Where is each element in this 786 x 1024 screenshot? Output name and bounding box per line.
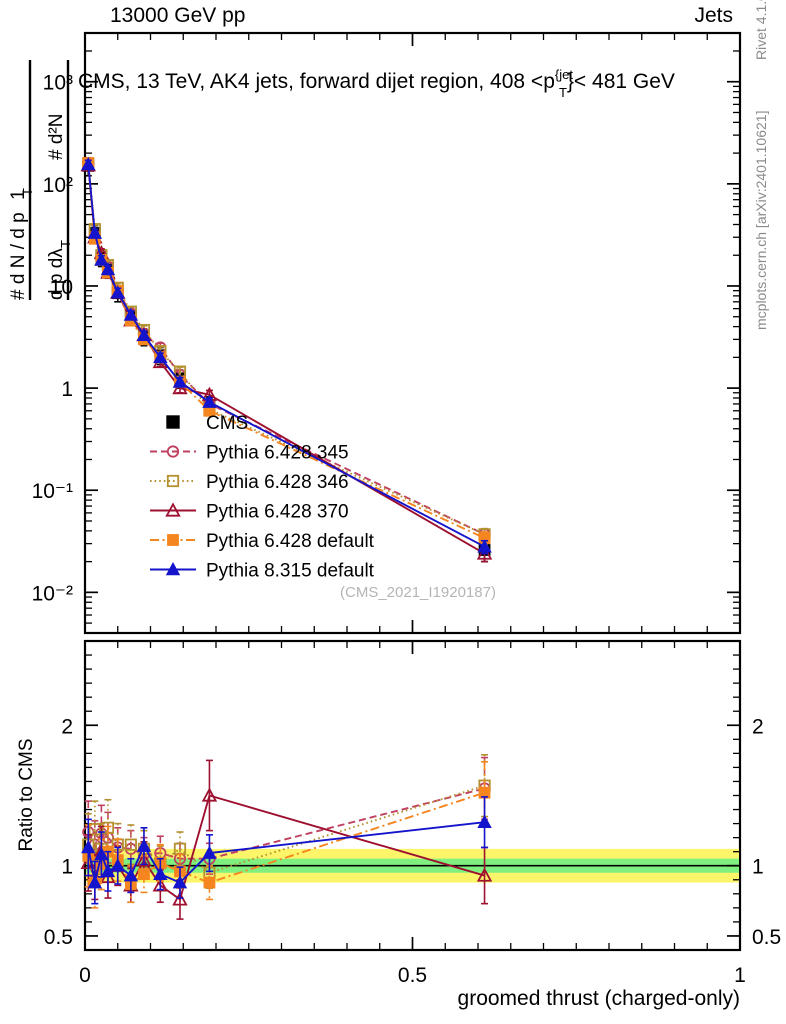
marker-filled-triangle <box>94 847 109 861</box>
marker-open-triangle <box>476 867 493 882</box>
marker-open-triangle <box>136 852 152 867</box>
legend-label-1: Pythia 6.428 345 <box>206 443 349 464</box>
header-left-label: 13000 GeV pp <box>110 4 245 27</box>
ylabel-denominator-left: # d N / d p <box>8 212 29 300</box>
side-text-mcplots: mcplots.cern.ch [arXiv:2401.10621] <box>753 111 769 330</box>
marker-filled-triangle <box>136 327 152 341</box>
ylabel-sub-T-2: T <box>20 188 35 196</box>
marker-filled-square <box>167 534 179 546</box>
series-pythia-8-315-default <box>81 156 492 555</box>
marker-filled-triangle <box>123 868 139 882</box>
marker-open-triangle <box>201 787 218 802</box>
main-ylabel: # d N / d p 1 d p dλ # d²N T T <box>8 60 73 300</box>
marker-open-square <box>166 474 180 488</box>
marker-filled-triangle <box>94 252 109 266</box>
marker-filled-triangle <box>172 374 188 388</box>
legend-label-0: CMS <box>206 413 248 434</box>
plot-watermark: (CMS_2021_I1920187) <box>340 584 496 601</box>
marker-filled-triangle <box>202 394 217 408</box>
legend-entry-2 <box>150 474 196 488</box>
marker-filled-triangle <box>81 156 96 171</box>
legend-entry-0 <box>166 415 180 429</box>
legend-label-4: Pythia 6.428 default <box>206 531 375 552</box>
marker-filled-square <box>138 868 150 881</box>
marker-filled-triangle <box>110 285 125 299</box>
legend-entry-5 <box>150 562 196 576</box>
main-panel-title: CMS, 13 TeV, AK4 jets, forward dijet reg… <box>78 67 675 100</box>
legend-label-3: Pythia 6.428 370 <box>206 502 349 523</box>
marker-open-triangle <box>152 877 169 892</box>
main-panel-frame <box>83 31 742 635</box>
ylabel-numerator-right: # d²N <box>46 114 67 160</box>
header-right-label: Jets <box>694 4 733 27</box>
ratio-ytick-label-right: 0.5 <box>752 926 781 949</box>
ylabel-numerator-left: 1 <box>8 189 29 200</box>
marker-filled-triangle <box>87 225 103 239</box>
marker-filled-triangle <box>477 814 492 828</box>
marker-filled-triangle <box>136 838 152 852</box>
marker-filled-triangle <box>123 307 139 321</box>
marker-filled-triangle <box>202 845 217 859</box>
ratio-ytick-label-right: 1 <box>752 856 764 879</box>
legend-entry-3 <box>150 502 196 517</box>
ratio-panel-frame <box>83 639 742 952</box>
ratio-ytick-label-right: 2 <box>752 715 764 738</box>
ratio-ytick-label: 0.5 <box>44 926 73 949</box>
main-ytick-label: 1 <box>61 378 73 401</box>
marker-filled-triangle <box>172 875 188 889</box>
marker-open-triangle <box>165 502 181 517</box>
marker-open-square <box>124 838 137 851</box>
ratio-ytick-label: 2 <box>61 715 73 738</box>
marker-filled-triangle <box>153 866 168 880</box>
xaxis-tick-label: 0.5 <box>398 964 427 987</box>
xaxis-tick-label: 0 <box>79 964 91 987</box>
ylabel-sub-T-1: T <box>58 240 73 248</box>
xaxis-label: groomed thrust (charged-only) <box>458 987 740 1010</box>
marker-filled-triangle <box>165 562 181 576</box>
ratio-series-line <box>87 791 485 886</box>
main-ytick-label: 10⁻¹ <box>32 480 73 503</box>
xaxis-tick-label: 1 <box>734 964 746 987</box>
marker-open-square <box>88 823 101 836</box>
marker-filled-triangle <box>87 875 103 889</box>
ratio-series-pythia-8-315-default <box>81 796 492 905</box>
marker-filled-triangle <box>81 840 96 854</box>
legend-label-2: Pythia 6.428 346 <box>206 472 349 493</box>
ratio-ylabel: Ratio to CMS <box>16 739 37 852</box>
ratio-ytick-label: 1 <box>61 856 73 879</box>
marker-filled-triangle <box>110 858 125 872</box>
marker-filled-triangle <box>100 262 116 276</box>
marker-open-circle <box>166 445 180 458</box>
ylabel-denominator-right: d p dλ <box>46 248 67 300</box>
marker-filled-triangle <box>153 349 168 364</box>
main-ytick-label: 10² <box>43 174 73 197</box>
marker-filled-square <box>203 876 216 889</box>
side-text-rivet: Rivet 4.1.0, ≥ 100k events <box>753 0 769 60</box>
marker-filled-triangle <box>477 539 492 553</box>
marker-open-triangle <box>172 891 188 906</box>
marker-filled-square <box>166 415 180 429</box>
legend-entry-1 <box>150 445 196 458</box>
legend-label-5: Pythia 8.315 default <box>206 561 375 582</box>
series-line <box>87 165 486 555</box>
main-ytick-label: 10³ <box>43 72 73 95</box>
legend-entry-4 <box>150 534 196 546</box>
main-ytick-label: 10⁻² <box>32 582 73 605</box>
